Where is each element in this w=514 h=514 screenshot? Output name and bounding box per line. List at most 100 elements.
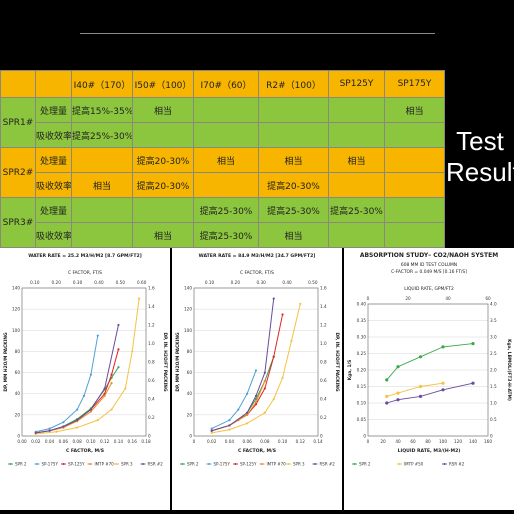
y-right-tick-label: 2.0 <box>490 368 497 373</box>
legend-label: SPR 2 <box>15 462 27 467</box>
y-axis-label: DP, MM H2O/M PACKING <box>175 332 181 392</box>
x-top-tick-label: 0 <box>367 296 370 301</box>
x-tick-label: 0.18 <box>141 439 151 444</box>
data-point <box>254 369 258 372</box>
x-top-tick-label: 0.50 <box>308 280 318 285</box>
legend-marker <box>115 463 118 465</box>
data-point <box>441 345 445 349</box>
y-right-axis-label: DP, IN. H2O/FT PACKING <box>162 332 168 391</box>
data-point <box>34 431 37 434</box>
x-tick-label: 0.10 <box>278 439 288 444</box>
data-point <box>210 431 213 434</box>
legend-label: SPR 3 <box>293 462 305 467</box>
table-cell <box>328 97 385 123</box>
y-right-tick-label: 0.8 <box>320 360 327 365</box>
x-top-tick-label: 0.20 <box>52 280 62 285</box>
y-tick-label: 100 <box>184 328 192 333</box>
y-tick-label: 80 <box>15 349 21 354</box>
y-tick-label: 20 <box>15 412 21 417</box>
x-tick-label: 0.12 <box>100 439 110 444</box>
y-right-tick-label: 3.0 <box>490 335 497 340</box>
y-tick-label: 0.05 <box>357 417 367 422</box>
x-top-tick-label: 0.60 <box>137 280 147 285</box>
data-point <box>131 350 134 353</box>
data-point <box>103 394 106 397</box>
data-point <box>89 408 92 411</box>
x-tick-label: 0.10 <box>86 439 96 444</box>
x-tick-label: 0.06 <box>242 439 252 444</box>
y-tick-label: 0.10 <box>357 401 367 406</box>
y-right-tick-label: 1.5 <box>490 384 497 389</box>
y-right-tick-label: 0.2 <box>148 415 155 420</box>
y-axis-label: Kga, 1/S <box>347 360 353 381</box>
x-tick-label: 80 <box>425 439 431 444</box>
comparison-table: I40#（170） I50#（100） I70#（60） R2#（100） SP125Y… <box>0 70 445 248</box>
table-cell: 提高20-30% <box>132 147 194 173</box>
data-point <box>418 384 423 389</box>
table-cell <box>384 147 445 173</box>
absorption-chart: ABSORPTION STUDY– CO2/NAOH SYSTEM 608 MM … <box>347 252 512 467</box>
legend-label: SPR 3 <box>121 462 133 467</box>
y-tick-label: 0.30 <box>357 335 367 340</box>
table-row: 吸收效率 相当 提高25-30% 相当 <box>1 222 445 248</box>
y-tick-label: 0.35 <box>357 318 367 323</box>
x-top-tick-label: 40 <box>445 296 451 301</box>
table-cell <box>328 122 385 148</box>
y-tick-label: 40 <box>15 391 21 396</box>
x-tick-label: 40 <box>395 439 401 444</box>
legend-marker <box>181 463 184 465</box>
table-cell <box>132 122 194 148</box>
y-axis-label: DP, MM H2O/M PACKING <box>3 332 9 392</box>
table-row: SPR1# 处理量 提高15%-35% 相当 相当 <box>0 97 445 148</box>
legend-label: SPR 2 <box>187 462 199 467</box>
table-cell: 相当 <box>328 147 385 173</box>
x-tick-label: 0.08 <box>260 439 270 444</box>
table-cell: 提高25-30% <box>258 197 329 223</box>
y-right-tick-label: 1.4 <box>320 304 327 309</box>
legend-marker <box>353 463 356 465</box>
legend-marker <box>287 463 290 465</box>
data-point <box>263 379 266 383</box>
y-tick-label: 0.20 <box>357 368 367 373</box>
data-point <box>96 334 99 337</box>
x-tick-label: 0.14 <box>313 439 323 444</box>
series-line <box>211 303 301 434</box>
legend-label: SP-125Y <box>68 462 85 467</box>
y-right-tick-label: 0 <box>148 434 151 439</box>
table-cell: 相当 <box>132 222 194 248</box>
legend-marker <box>9 463 12 465</box>
table-cell <box>71 197 133 223</box>
data-point <box>254 401 258 404</box>
y-tick-label: 0 <box>17 434 20 439</box>
data-point <box>246 392 249 395</box>
y-tick-label: 60 <box>187 370 193 375</box>
y-right-tick-label: 0.8 <box>148 360 155 365</box>
x-tick-label: 0.02 <box>207 439 217 444</box>
table-metric-label: 处理量 <box>35 147 72 173</box>
x-tick-label: 140 <box>469 439 477 444</box>
x-axis-label: C FACTOR, M/S <box>66 448 104 454</box>
y-right-tick-label: 1.0 <box>490 401 497 406</box>
data-point <box>110 373 113 376</box>
table-cell: 相当 <box>258 222 329 248</box>
pressure-drop-chart-1: WATER RATE = 25.2 M3/H/M2 [8.7 GPM/FT2] C… <box>3 253 168 467</box>
table-metric-label: 处理量 <box>35 197 72 223</box>
y-right-axis-label: DP, IN. H2O/FT PACKING <box>334 332 340 391</box>
data-point <box>228 428 231 431</box>
chart-title: ABSORPTION STUDY– CO2/NAOH SYSTEM <box>360 252 498 259</box>
table-cell <box>328 172 385 198</box>
x-tick-label: 0.06 <box>59 439 69 444</box>
top-axis-label: LIQUID RATE, GPM/FT2 <box>404 286 454 292</box>
legend-marker <box>443 463 446 465</box>
table-header-1 <box>35 70 72 98</box>
x-tick-label: 0 <box>367 439 370 444</box>
table-cell: 提高25-30% <box>193 222 259 248</box>
y-right-tick-label: 0.5 <box>490 417 497 422</box>
y-right-tick-label: 0.4 <box>148 397 155 402</box>
y-tick-label: 0.40 <box>357 302 367 307</box>
legend-label: SP-125Y <box>240 462 257 467</box>
data-point <box>385 378 389 382</box>
y-tick-label: 120 <box>184 307 192 312</box>
chart-panel-1: WATER RATE = 25.2 M3/H/M2 [8.7 GPM/FT2] C… <box>0 248 170 510</box>
x-tick-label: 0.04 <box>45 439 55 444</box>
